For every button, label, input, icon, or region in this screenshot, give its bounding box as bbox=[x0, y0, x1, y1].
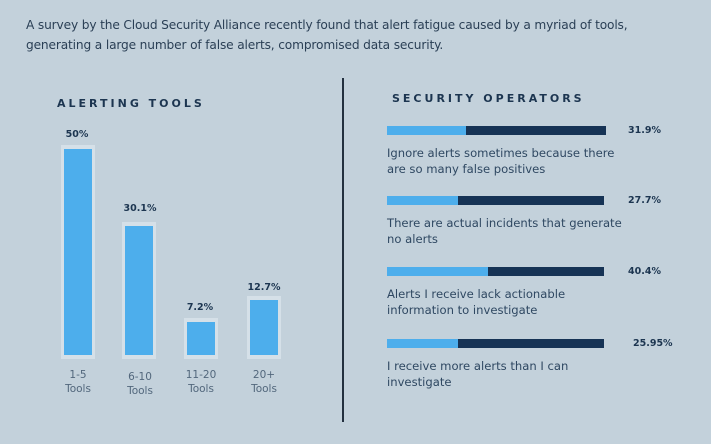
stat-value: 27.7% bbox=[628, 195, 661, 206]
bar-label-unit: Tools bbox=[251, 383, 277, 395]
bar-value-11-20: 7.2% bbox=[186, 302, 214, 313]
security-operators-title: SECURITY OPERATORS bbox=[392, 92, 585, 105]
bar-label-1-5: 1-5 Tools bbox=[48, 368, 108, 396]
progress-track bbox=[387, 196, 604, 205]
bar-1-5-tools bbox=[61, 145, 95, 359]
bar-label-range: 6-10 bbox=[128, 371, 152, 383]
bar-value-1-5: 50% bbox=[65, 129, 89, 140]
bar-label-range: 11-20 bbox=[185, 369, 217, 381]
bar-label-unit: Tools bbox=[127, 385, 153, 397]
progress-fill bbox=[387, 339, 458, 348]
progress-track bbox=[387, 339, 604, 348]
alerting-tools-title: ALERTING TOOLS bbox=[57, 97, 205, 110]
progress-track bbox=[387, 126, 606, 135]
stat-value: 40.4% bbox=[628, 266, 661, 277]
stat-label: Alerts I receive lack actionable informa… bbox=[387, 287, 566, 317]
bar-label-unit: Tools bbox=[188, 383, 214, 395]
progress-fill bbox=[387, 267, 488, 276]
progress-fill bbox=[387, 196, 458, 205]
bar-label-20-plus: 20+ Tools bbox=[234, 368, 294, 396]
progress-fill bbox=[387, 126, 466, 135]
stat-value: 31.9% bbox=[628, 125, 661, 136]
stat-value: 25.95% bbox=[633, 338, 673, 349]
bar-label-unit: Tools bbox=[65, 383, 91, 395]
bar-label-11-20: 11-20 Tools bbox=[171, 368, 231, 396]
intro-text: A survey by the Cloud Security Alliance … bbox=[26, 18, 628, 52]
stat-label: There are actual incidents that generate… bbox=[387, 216, 622, 246]
column-divider bbox=[342, 78, 344, 422]
bar-label-range: 20+ bbox=[252, 369, 276, 381]
bar-20-plus-tools bbox=[247, 296, 281, 359]
stat-label: I receive more alerts than I can investi… bbox=[387, 359, 569, 389]
bar-value-20-plus: 12.7% bbox=[247, 282, 281, 293]
progress-track bbox=[387, 267, 604, 276]
bar-6-10-tools bbox=[122, 222, 156, 359]
bar-label-6-10: 6-10 Tools bbox=[110, 370, 170, 398]
bar-11-20-tools bbox=[184, 318, 218, 359]
bar-value-6-10: 30.1% bbox=[123, 203, 157, 214]
stat-label: Ignore alerts sometimes because there ar… bbox=[387, 146, 615, 176]
bar-label-range: 1-5 bbox=[69, 369, 87, 381]
